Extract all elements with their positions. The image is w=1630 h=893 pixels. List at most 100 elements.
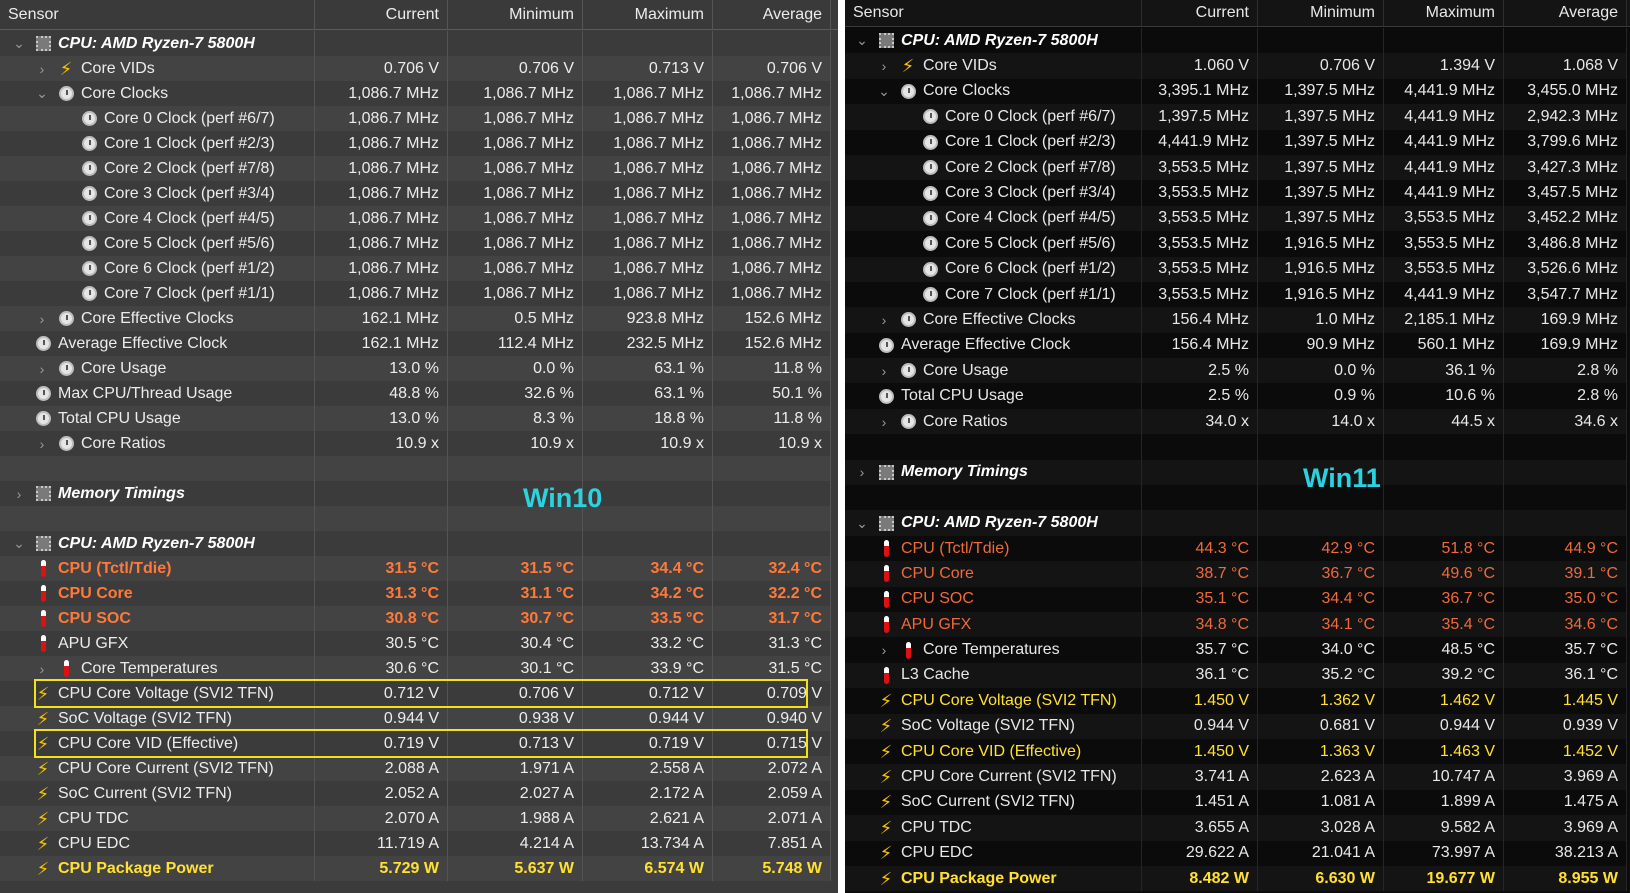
sensor-row-average-effective-clock[interactable]: Average Effective Clock 162.1 MHz 112.4 MH… — [0, 331, 838, 356]
sensor-row-cpu-core-voltage-svi2-tfn[interactable]: ⚡ CPU Core Voltage (SVI2 TFN) 0.712 V 0.706… — [0, 681, 838, 706]
col-minimum[interactable]: Minimum — [1258, 0, 1384, 26]
sensor-name-cell — [0, 456, 315, 481]
col-average[interactable]: Average — [1504, 0, 1627, 26]
sensor-row-memory-timings[interactable]: › Memory Timings — [0, 481, 838, 506]
col-maximum[interactable]: Maximum — [1384, 0, 1504, 26]
sensor-row-soc-voltage-svi2-tfn[interactable]: ⚡ SoC Voltage (SVI2 TFN) 0.944 V 0.938 V 0.9… — [0, 706, 838, 731]
sensor-row-memory-timings[interactable]: › Memory Timings — [845, 459, 1630, 486]
sensor-row-core-7-clock-perf-1-1[interactable]: Core 7 Clock (perf #1/1) 1,086.7 MHz 1,086… — [0, 281, 838, 306]
col-minimum[interactable]: Minimum — [448, 0, 583, 29]
collapse-chevron-icon[interactable]: ⌄ — [13, 535, 25, 551]
sensor-row-core-clocks[interactable]: ⌄ Core Clocks 3,395.1 MHz 1,397.5 MHz 4,441.… — [845, 78, 1630, 105]
sensor-row-cpu-amd-ryzen-7-5800h[interactable]: ⌄ CPU: AMD Ryzen-7 5800H — [0, 31, 838, 56]
collapse-chevron-icon[interactable]: ⌄ — [856, 32, 868, 49]
sensor-row-l3-cache[interactable]: L3 Cache 36.1 °C 35.2 °C 39.2 °C 36.1 °C — [845, 662, 1630, 689]
expand-chevron-icon[interactable]: › — [16, 485, 22, 502]
sensor-row-cpu-tdc[interactable]: ⚡ CPU TDC 3.655 A 3.028 A 9.582 A 3.969 A — [845, 815, 1630, 841]
col-sensor[interactable]: Sensor — [0, 0, 315, 29]
sensor-row-cpu-tctl-tdie[interactable]: CPU (Tctl/Tdie) 31.5 °C 31.5 °C 34.4 °C 32.4… — [0, 556, 838, 581]
col-current[interactable]: Current — [1142, 0, 1258, 26]
col-average[interactable]: Average — [713, 0, 831, 29]
collapse-chevron-icon[interactable]: ⌄ — [13, 35, 25, 51]
sensor-row-core-clocks[interactable]: ⌄ Core Clocks 1,086.7 MHz 1,086.7 MHz 1,086.… — [0, 81, 838, 106]
sensor-row-cpu-amd-ryzen-7-5800h[interactable]: ⌄ CPU: AMD Ryzen-7 5800H — [0, 531, 838, 556]
sensor-row-core-4-clock-perf-4-5[interactable]: Core 4 Clock (perf #4/5) 1,086.7 MHz 1,086… — [0, 206, 838, 231]
col-sensor[interactable]: Sensor — [845, 0, 1142, 26]
sensor-row-core-ratios[interactable]: › Core Ratios 34.0 x 14.0 x 44.5 x 34.6 x — [845, 408, 1630, 435]
sensor-row-cpu-edc[interactable]: ⚡ CPU EDC 11.719 A 4.214 A 13.734 A 7.851 A — [0, 831, 838, 856]
sensor-row-cpu-edc[interactable]: ⚡ CPU EDC 29.622 A 21.041 A 73.997 A 38.213 A — [845, 840, 1630, 866]
sensor-row-core-0-clock-perf-6-7[interactable]: Core 0 Clock (perf #6/7) 1,086.7 MHz 1,086… — [0, 106, 838, 131]
sensor-row-core-6-clock-perf-1-2[interactable]: Core 6 Clock (perf #1/2) 1,086.7 MHz 1,086… — [0, 256, 838, 281]
sensor-row-apu-gfx[interactable]: APU GFX 30.5 °C 30.4 °C 33.2 °C 31.3 °C — [0, 631, 838, 656]
sensor-row-core-vids[interactable]: › ⚡ Core VIDs 1.060 V 0.706 V 1.394 V 1.068 V — [845, 53, 1630, 79]
collapse-chevron-icon[interactable]: ⌄ — [36, 85, 48, 101]
minimum-value: 34.4 °C — [1258, 586, 1384, 612]
expand-chevron-icon[interactable]: › — [39, 435, 45, 452]
sensor-row-soc-voltage-svi2-tfn[interactable]: ⚡ SoC Voltage (SVI2 TFN) 0.944 V 0.681 V 0.9… — [845, 713, 1630, 739]
sensor-row-apu-gfx[interactable]: APU GFX 34.8 °C 34.1 °C 35.4 °C 34.6 °C — [845, 611, 1630, 638]
blank-row[interactable] — [845, 485, 1630, 511]
expand-chevron-icon[interactable]: › — [39, 660, 45, 677]
col-maximum[interactable]: Maximum — [583, 0, 713, 29]
expand-chevron-icon[interactable]: › — [881, 311, 887, 328]
maximum-value: 1.462 V — [1384, 688, 1504, 714]
sensor-row-cpu-soc[interactable]: CPU SOC 35.1 °C 34.4 °C 36.7 °C 35.0 °C — [845, 586, 1630, 612]
sensor-row-core-5-clock-perf-5-6[interactable]: Core 5 Clock (perf #5/6) 1,086.7 MHz 1,086… — [0, 231, 838, 256]
sensor-row-core-temperatures[interactable]: › Core Temperatures 35.7 °C 34.0 °C 48.5 °C 3… — [845, 637, 1630, 663]
sensor-row-core-1-clock-perf-2-3[interactable]: Core 1 Clock (perf #2/3) 1,086.7 MHz 1,086… — [0, 131, 838, 156]
sensor-row-cpu-core-current-svi2-tfn[interactable]: ⚡ CPU Core Current (SVI2 TFN) 3.741 A 2.623… — [845, 764, 1630, 790]
sensor-row-core-3-clock-perf-3-4[interactable]: Core 3 Clock (perf #3/4) 3,553.5 MHz 1,397… — [845, 180, 1630, 206]
sensor-row-cpu-tdc[interactable]: ⚡ CPU TDC 2.070 A 1.988 A 2.621 A 2.071 A — [0, 806, 838, 831]
sensor-row-cpu-core[interactable]: CPU Core 31.3 °C 31.1 °C 34.2 °C 32.2 °C — [0, 581, 838, 606]
sensor-row-soc-current-svi2-tfn[interactable]: ⚡ SoC Current (SVI2 TFN) 2.052 A 2.027 A 2.1… — [0, 781, 838, 806]
expand-chevron-icon[interactable]: › — [39, 310, 45, 327]
sensor-row-core-3-clock-perf-3-4[interactable]: Core 3 Clock (perf #3/4) 1,086.7 MHz 1,086… — [0, 181, 838, 206]
expand-chevron-icon[interactable]: › — [881, 642, 887, 659]
sensor-row-core-4-clock-perf-4-5[interactable]: Core 4 Clock (perf #4/5) 3,553.5 MHz 1,397… — [845, 205, 1630, 232]
current-value: 3,553.5 MHz — [1142, 154, 1258, 181]
sensor-row-cpu-core-current-svi2-tfn[interactable]: ⚡ CPU Core Current (SVI2 TFN) 2.088 A 1.971… — [0, 756, 838, 781]
expand-chevron-icon[interactable]: › — [859, 464, 865, 481]
sensor-row-cpu-tctl-tdie[interactable]: CPU (Tctl/Tdie) 44.3 °C 42.9 °C 51.8 °C 44.9… — [845, 535, 1630, 562]
sensor-row-core-vids[interactable]: › ⚡ Core VIDs 0.706 V 0.706 V 0.713 V 0.706 V — [0, 56, 838, 81]
blank-row[interactable] — [845, 434, 1630, 460]
sensor-row-core-1-clock-perf-2-3[interactable]: Core 1 Clock (perf #2/3) 4,441.9 MHz 1,397… — [845, 129, 1630, 155]
blank-row[interactable] — [0, 506, 838, 531]
sensor-row-total-cpu-usage[interactable]: Total CPU Usage 2.5 % 0.9 % 10.6 % 2.8 % — [845, 383, 1630, 409]
sensor-row-core-0-clock-perf-6-7[interactable]: Core 0 Clock (perf #6/7) 1,397.5 MHz 1,397… — [845, 104, 1630, 130]
blank-row[interactable] — [0, 456, 838, 481]
expand-chevron-icon[interactable]: › — [39, 60, 45, 77]
sensor-row-max-cpu-thread-usage[interactable]: Max CPU/Thread Usage 48.8 % 32.6 % 63.1 % 50… — [0, 381, 838, 406]
expand-chevron-icon[interactable]: › — [881, 58, 887, 75]
sensor-row-core-temperatures[interactable]: › Core Temperatures 30.6 °C 30.1 °C 33.9 °C 3… — [0, 656, 838, 681]
sensor-row-core-7-clock-perf-1-1[interactable]: Core 7 Clock (perf #1/1) 3,553.5 MHz 1,916… — [845, 281, 1630, 308]
sensor-row-core-2-clock-perf-7-8[interactable]: Core 2 Clock (perf #7/8) 3,553.5 MHz 1,397… — [845, 154, 1630, 181]
sensor-row-core-effective-clocks[interactable]: › Core Effective Clocks 156.4 MHz 1.0 MHz 2,… — [845, 307, 1630, 333]
collapse-chevron-icon[interactable]: ⌄ — [878, 82, 890, 99]
sensor-row-core-6-clock-perf-1-2[interactable]: Core 6 Clock (perf #1/2) 3,553.5 MHz 1,916… — [845, 256, 1630, 282]
sensor-row-cpu-package-power[interactable]: ⚡ CPU Package Power 8.482 W 6.630 W 19.677 W… — [845, 865, 1630, 892]
sensor-row-core-2-clock-perf-7-8[interactable]: Core 2 Clock (perf #7/8) 1,086.7 MHz 1,086… — [0, 156, 838, 181]
sensor-row-cpu-amd-ryzen-7-5800h[interactable]: ⌄ CPU: AMD Ryzen-7 5800H — [845, 510, 1630, 536]
expand-chevron-icon[interactable]: › — [881, 362, 887, 379]
sensor-row-soc-current-svi2-tfn[interactable]: ⚡ SoC Current (SVI2 TFN) 1.451 A 1.081 A 1.8… — [845, 789, 1630, 816]
col-current[interactable]: Current — [315, 0, 448, 29]
sensor-row-cpu-core-voltage-svi2-tfn[interactable]: ⚡ CPU Core Voltage (SVI2 TFN) 1.450 V 1.362… — [845, 688, 1630, 714]
sensor-row-total-cpu-usage[interactable]: Total CPU Usage 13.0 % 8.3 % 18.8 % 11.8 % — [0, 406, 838, 431]
sensor-row-core-usage[interactable]: › Core Usage 2.5 % 0.0 % 36.1 % 2.8 % — [845, 358, 1630, 384]
sensor-row-cpu-amd-ryzen-7-5800h[interactable]: ⌄ CPU: AMD Ryzen-7 5800H — [845, 28, 1630, 54]
collapse-chevron-icon[interactable]: ⌄ — [856, 514, 868, 531]
sensor-row-average-effective-clock[interactable]: Average Effective Clock 156.4 MHz 90.9 MHz… — [845, 332, 1630, 359]
sensor-row-core-5-clock-perf-5-6[interactable]: Core 5 Clock (perf #5/6) 3,553.5 MHz 1,916… — [845, 231, 1630, 257]
sensor-row-core-ratios[interactable]: › Core Ratios 10.9 x 10.9 x 10.9 x 10.9 x — [0, 431, 838, 456]
expand-chevron-icon[interactable]: › — [39, 360, 45, 377]
sensor-row-cpu-core[interactable]: CPU Core 38.7 °C 36.7 °C 49.6 °C 39.1 °C — [845, 561, 1630, 587]
expand-chevron-icon[interactable]: › — [881, 413, 887, 430]
sensor-row-core-usage[interactable]: › Core Usage 13.0 % 0.0 % 63.1 % 11.8 % — [0, 356, 838, 381]
sensor-row-core-effective-clocks[interactable]: › Core Effective Clocks 162.1 MHz 0.5 MHz 92… — [0, 306, 838, 331]
sensor-row-cpu-soc[interactable]: CPU SOC 30.8 °C 30.7 °C 33.5 °C 31.7 °C — [0, 606, 838, 631]
